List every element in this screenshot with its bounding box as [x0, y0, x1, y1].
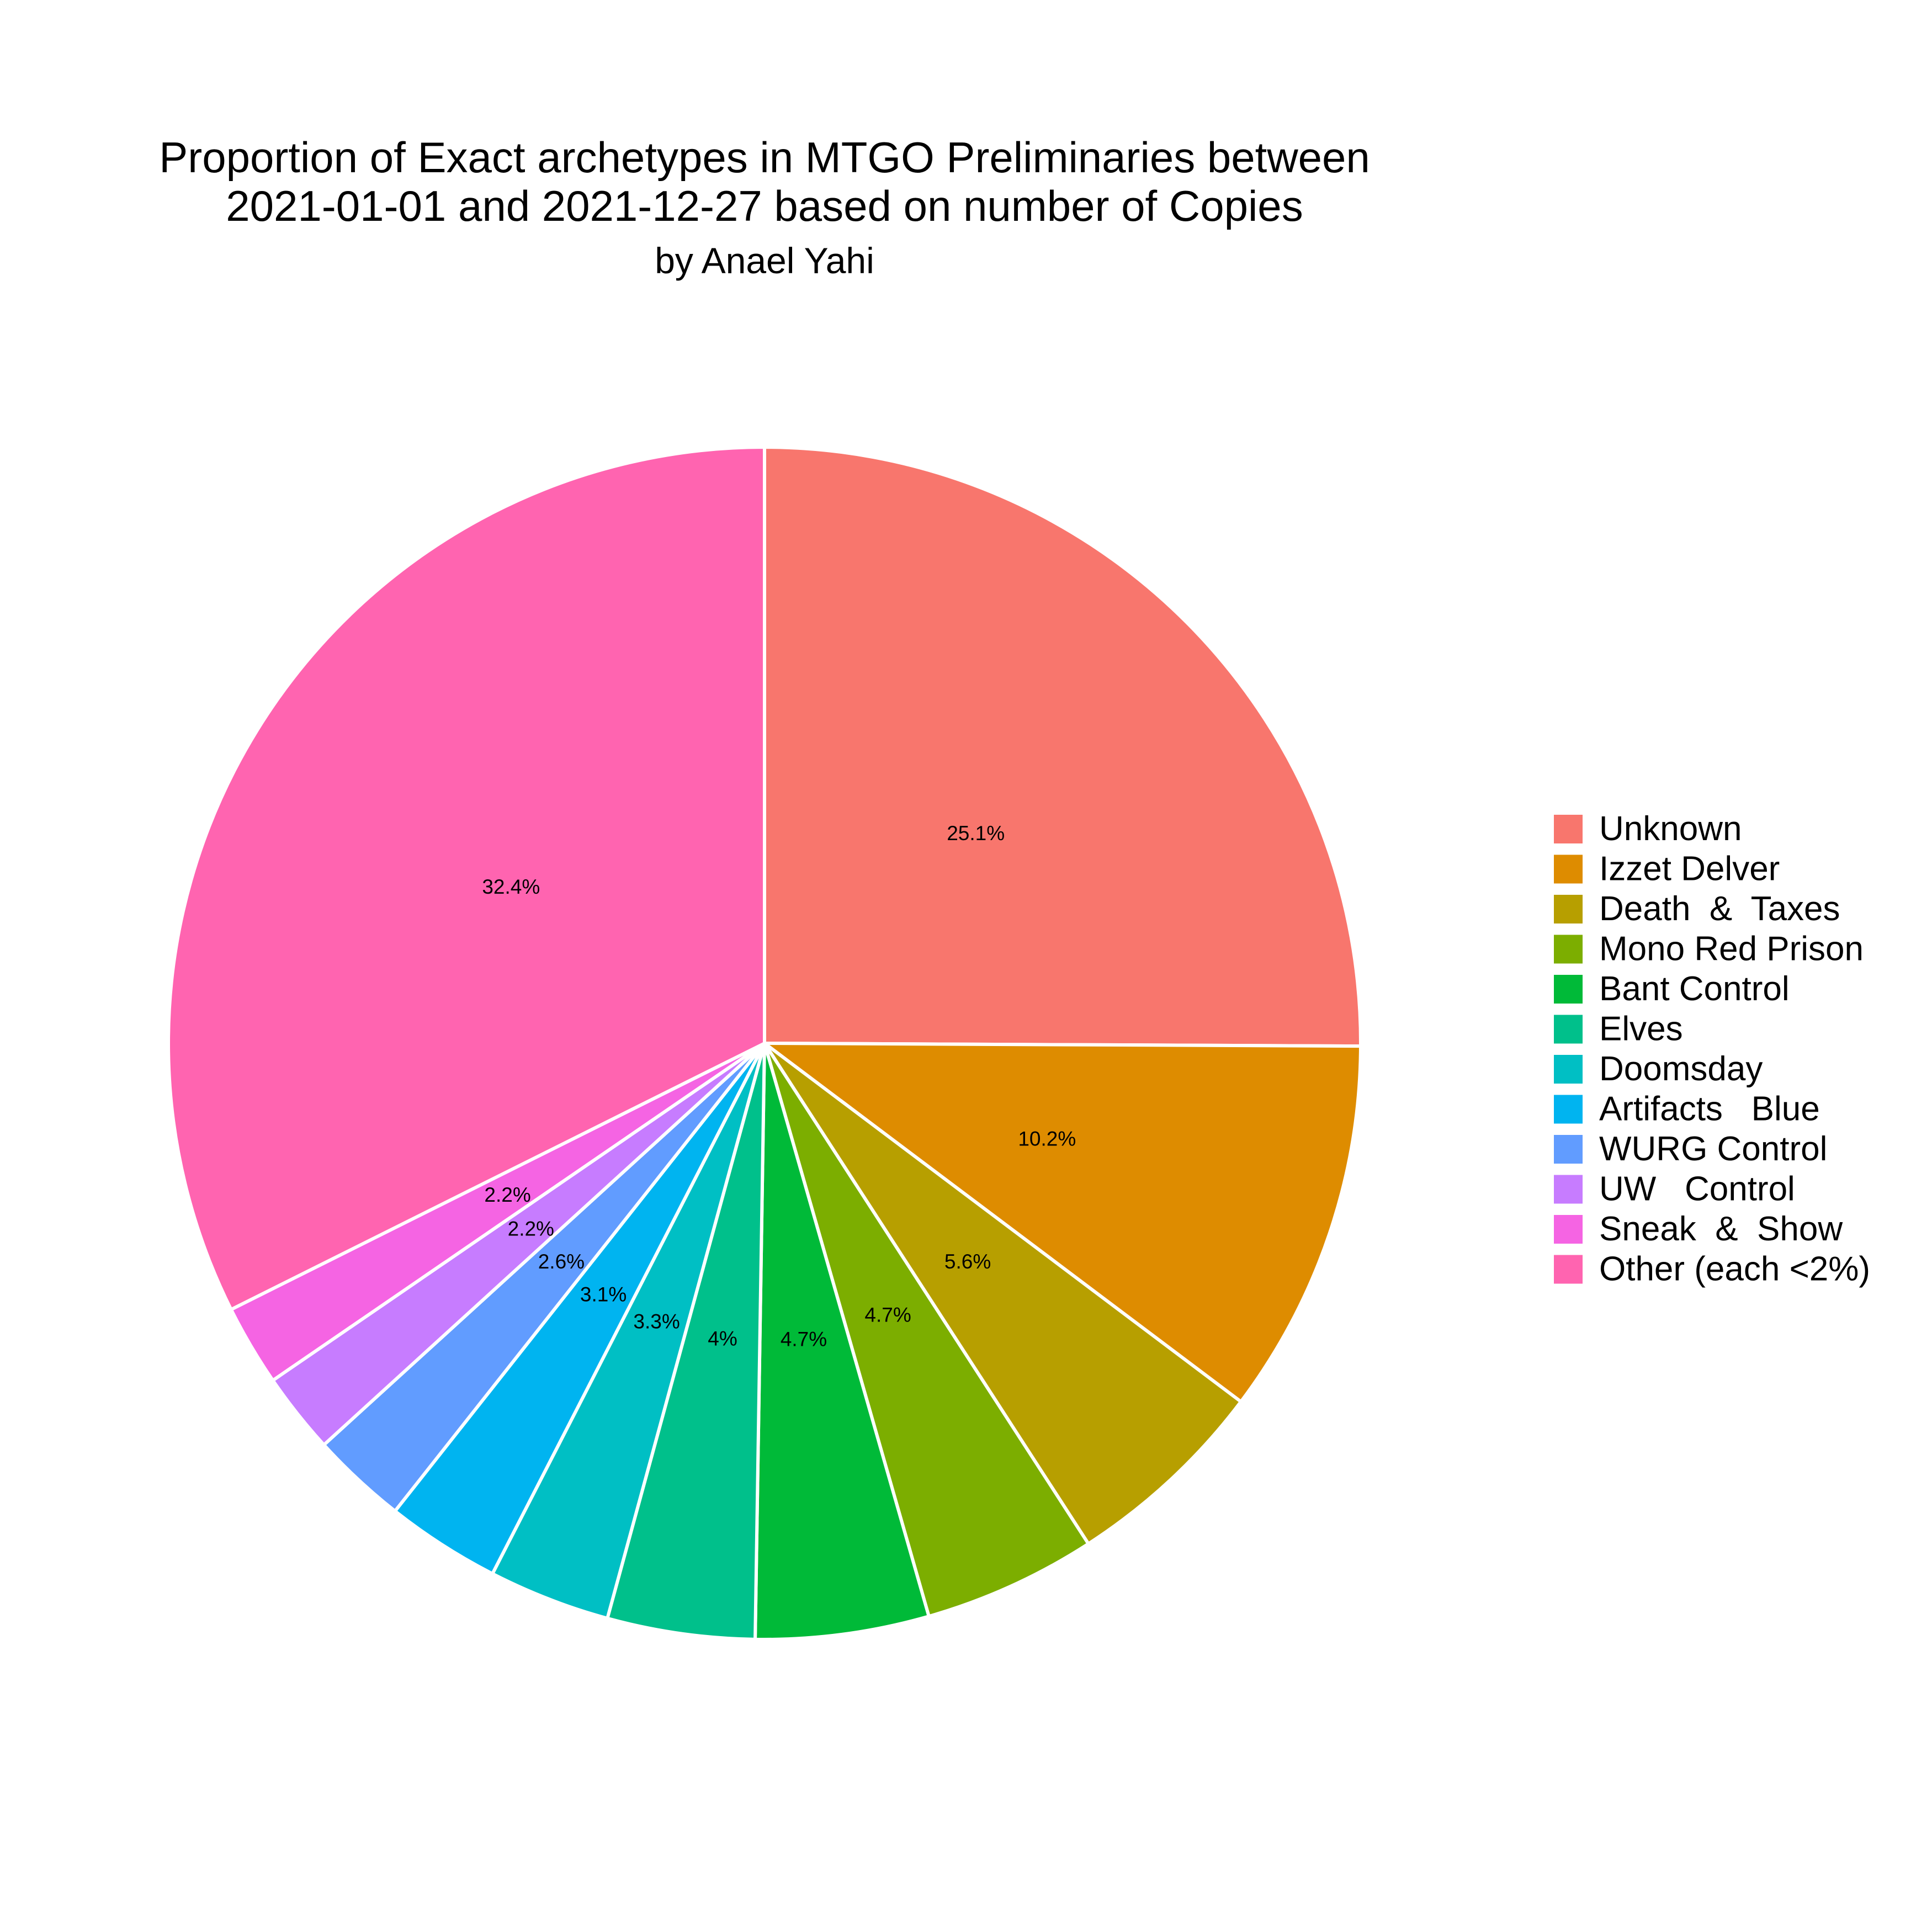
pie-slice-mono-red-prison [763, 1042, 1090, 1618]
pie-slice-label-mono-red-prison: 4.7% [864, 1304, 911, 1326]
chart-subtitle: by Anael Yahi [655, 240, 874, 281]
pie-slice-label-bant-control: 4.7% [781, 1328, 827, 1350]
pie-slice-label-unknown: 25.1% [947, 822, 1005, 845]
pie-slice-unknown [763, 445, 1362, 1048]
legend-label-death-taxes: Death & Taxes [1599, 890, 1840, 928]
pie-slices [167, 445, 1362, 1641]
chart-title-line-1: Proportion of Exact archetypes in MTGO P… [159, 133, 1370, 182]
legend-label-artifacts-blue: Artifacts Blue [1599, 1090, 1820, 1128]
chart-title-line-2: 2021-01-01 and 2021-12-27 based on numbe… [226, 182, 1303, 230]
pie-slice-label-artifacts-blue: 3.1% [580, 1283, 627, 1305]
pie-slice-label-other-each-2: 32.4% [482, 875, 540, 898]
legend-label-unknown: Unknown [1599, 810, 1742, 848]
pie-slice-labels: 25.1% 10.2% 5.6% 4.7% 4.7% 4% 3.3% 3.1% 2.6% 2.2%… [482, 822, 1076, 1350]
legend-label-wurg-control: WURG Control [1599, 1130, 1827, 1168]
pie-slice-label-izzet-delver: 10.2% [1018, 1127, 1076, 1150]
legend-swatch-wurg-control [1554, 1135, 1583, 1164]
pie-slice-bant-control [753, 1042, 931, 1641]
legend-swatch-death-taxes [1554, 895, 1583, 923]
legend-label-mono-red-prison: Mono Red Prison [1599, 930, 1864, 968]
pie-slice-label-death-taxes: 5.6% [944, 1250, 991, 1273]
pie-slice-label-doomsday: 3.3% [633, 1310, 680, 1333]
legend-swatch-sneak-show [1554, 1215, 1583, 1244]
pie-slice-label-sneak-show: 2.2% [484, 1183, 530, 1206]
legend-swatch-artifacts-blue [1554, 1095, 1583, 1124]
legend-label-izzet-delver: Izzet Delver [1599, 850, 1780, 888]
pie-slice-izzet-delver [763, 1042, 1362, 1404]
pie-slice-death-taxes [763, 1042, 1243, 1546]
legend-swatch-elves [1554, 1015, 1583, 1044]
legend-swatch-bant-control [1554, 975, 1583, 1004]
legend-swatch-unknown [1554, 815, 1583, 843]
legend-swatch-other-each-2 [1554, 1255, 1583, 1284]
legend-swatch-izzet-delver [1554, 854, 1583, 884]
legend-label-doomsday: Doomsday [1599, 1050, 1763, 1088]
pie-slice-label-wurg-control: 2.6% [538, 1250, 585, 1273]
pie-slice-label-elves: 4% [708, 1328, 737, 1350]
legend-label-other-each-2: Other (each <2%) [1599, 1250, 1870, 1288]
legend-label-elves: Elves [1599, 1010, 1683, 1048]
legend-label-bant-control: Bant Control [1599, 970, 1790, 1008]
pie-slice-other-each-2 [167, 445, 766, 1312]
pie-slice-label-uw-control: 2.2% [508, 1217, 554, 1240]
pie-slice-doomsday [491, 1042, 766, 1620]
legend-swatch-mono-red-prison [1554, 935, 1583, 964]
legend-label-uw-control: UW Control [1599, 1170, 1795, 1208]
legend-label-sneak-show: Sneak & Show [1599, 1210, 1843, 1248]
legend-swatch-uw-control [1554, 1175, 1583, 1204]
legend-swatch-doomsday [1554, 1055, 1583, 1084]
